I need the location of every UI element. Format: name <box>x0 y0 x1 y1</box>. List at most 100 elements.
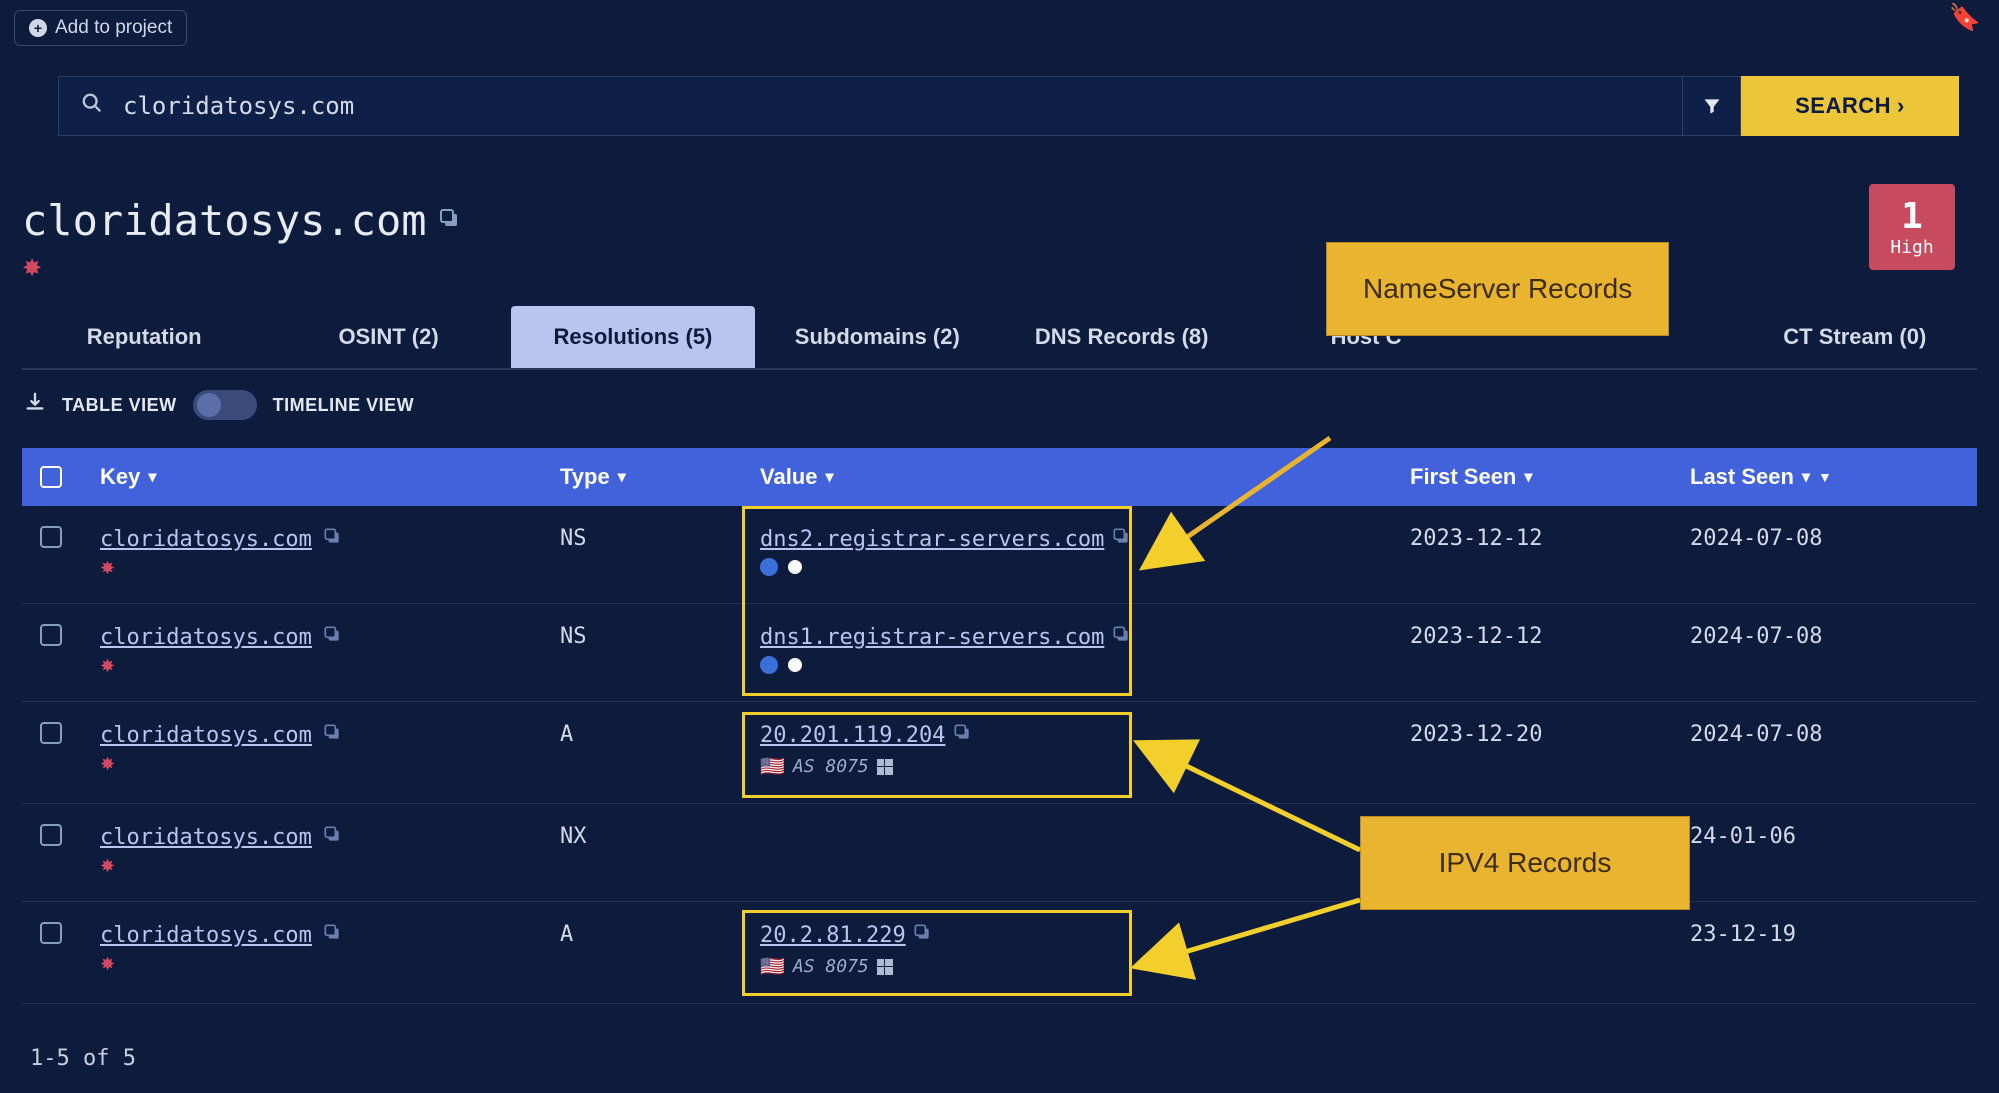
table-row: cloridatosys.com ✸A20.201.119.204 🇺🇸 AS 8… <box>22 702 1977 804</box>
annotation-callout: IPV4 Records <box>1360 816 1690 910</box>
col-last-seen[interactable]: Last Seen▾▼ <box>1690 464 1969 490</box>
view-toggle[interactable] <box>193 390 257 420</box>
filter-icon: ▾ <box>1524 467 1532 487</box>
col-type[interactable]: Type▾ <box>560 464 760 490</box>
type-cell: NS <box>560 526 760 579</box>
key-link[interactable]: cloridatosys.com <box>100 723 312 748</box>
table-row: cloridatosys.com ✸A20.2.81.229 🇺🇸 AS 8075… <box>22 902 1977 1004</box>
last-seen: 24-01-06 <box>1690 824 1969 877</box>
tab-osint[interactable]: OSINT (2) <box>266 306 510 368</box>
row-checkbox[interactable] <box>40 722 62 744</box>
asn-label: AS 8075 <box>793 956 869 977</box>
type-cell: NX <box>560 824 760 877</box>
key-link[interactable]: cloridatosys.com <box>100 625 312 650</box>
row-checkbox[interactable] <box>40 922 62 944</box>
indicator-icon <box>786 656 804 674</box>
download-icon[interactable] <box>24 391 46 419</box>
last-seen: 2024-07-08 <box>1690 526 1969 579</box>
table-row: cloridatosys.com ✸NSdns1.registrar-serve… <box>22 604 1977 702</box>
plus-icon: + <box>29 19 47 37</box>
copy-icon[interactable] <box>952 722 972 747</box>
tab-subdomains[interactable]: Subdomains (2) <box>755 306 999 368</box>
last-seen: 23-12-19 <box>1690 922 1969 979</box>
filter-icon: ▾ <box>1802 467 1810 487</box>
pagination-info: 1-5 of 5 <box>30 1046 136 1071</box>
malware-indicator-icon: ✸ <box>100 856 560 877</box>
tabs: Reputation OSINT (2) Resolutions (5) Sub… <box>22 306 1977 370</box>
type-cell: A <box>560 722 760 779</box>
chevron-right-icon: › <box>1897 93 1905 119</box>
malware-indicator-icon: ✸ <box>100 754 560 775</box>
search-button[interactable]: SEARCH › <box>1741 76 1959 136</box>
col-value[interactable]: Value▾ <box>760 464 1410 490</box>
col-first-seen[interactable]: First Seen▾ <box>1410 464 1690 490</box>
risk-score: 1 <box>1901 196 1923 237</box>
copy-icon[interactable] <box>1111 624 1131 649</box>
first-seen <box>1410 922 1690 979</box>
last-seen: 2024-07-08 <box>1690 624 1969 677</box>
type-cell: A <box>560 922 760 979</box>
table-header: Key▾ Type▾ Value▾ First Seen▾ Last Seen▾… <box>22 448 1977 506</box>
last-seen: 2024-07-08 <box>1690 722 1969 779</box>
sort-desc-icon: ▼ <box>1818 469 1832 485</box>
filter-icon: ▾ <box>825 467 833 487</box>
key-link[interactable]: cloridatosys.com <box>100 527 312 552</box>
search-input[interactable] <box>123 92 1660 120</box>
indicator-icon <box>786 558 804 576</box>
asn-label: AS 8075 <box>793 756 869 777</box>
malware-indicator-icon: ✸ <box>100 954 560 975</box>
value-link[interactable]: 20.201.119.204 <box>760 723 945 748</box>
page-title: cloridatosys.com <box>22 196 461 245</box>
tab-resolutions[interactable]: Resolutions (5) <box>511 306 755 368</box>
domain-name: cloridatosys.com <box>22 196 427 245</box>
bookmark-icon[interactable]: 🔖 <box>1949 2 1981 33</box>
select-all-checkbox[interactable] <box>40 466 62 488</box>
row-checkbox[interactable] <box>40 624 62 646</box>
risk-label: High <box>1890 237 1933 258</box>
resolutions-table: Key▾ Type▾ Value▾ First Seen▾ Last Seen▾… <box>22 448 1977 1004</box>
tab-dns-records[interactable]: DNS Records (8) <box>1000 306 1244 368</box>
filter-icon: ▾ <box>618 467 626 487</box>
flag-icon: 🇺🇸 <box>760 954 785 979</box>
copy-icon[interactable] <box>437 206 461 236</box>
value-link[interactable]: dns2.registrar-servers.com <box>760 527 1104 552</box>
copy-icon[interactable] <box>322 922 342 948</box>
flag-icon: 🇺🇸 <box>760 754 785 779</box>
key-link[interactable]: cloridatosys.com <box>100 923 312 948</box>
search-row: SEARCH › <box>58 76 1959 136</box>
timeline-view-label: TIMELINE VIEW <box>273 395 415 416</box>
indicator-icon <box>760 656 778 674</box>
search-button-label: SEARCH <box>1795 93 1891 119</box>
value-link[interactable]: dns1.registrar-servers.com <box>760 625 1104 650</box>
col-key[interactable]: Key▾ <box>100 464 560 490</box>
value-link[interactable]: 20.2.81.229 <box>760 923 906 948</box>
tab-ct-stream[interactable]: CT Stream (0) <box>1733 306 1977 368</box>
malware-indicator-icon: ✸ <box>100 558 560 579</box>
indicator-icon <box>760 558 778 576</box>
malware-indicator-icon: ✸ <box>100 656 560 677</box>
add-to-project-label: Add to project <box>55 17 172 39</box>
copy-icon[interactable] <box>322 824 342 850</box>
row-checkbox[interactable] <box>40 824 62 846</box>
row-checkbox[interactable] <box>40 526 62 548</box>
windows-icon <box>877 959 893 975</box>
tab-reputation[interactable]: Reputation <box>22 306 266 368</box>
filter-icon: ▾ <box>148 467 156 487</box>
copy-icon[interactable] <box>322 722 342 748</box>
copy-icon[interactable] <box>1111 526 1131 551</box>
key-link[interactable]: cloridatosys.com <box>100 825 312 850</box>
type-cell: NS <box>560 624 760 677</box>
first-seen: 2023-12-20 <box>1410 722 1690 779</box>
malware-indicator-icon: ✸ <box>22 254 42 283</box>
copy-icon[interactable] <box>912 922 932 947</box>
annotation-callout: NameServer Records <box>1326 242 1669 336</box>
copy-icon[interactable] <box>322 624 342 650</box>
copy-icon[interactable] <box>322 526 342 552</box>
risk-badge: 1 High <box>1869 184 1955 270</box>
filter-button[interactable] <box>1683 76 1741 136</box>
table-row: cloridatosys.com ✸NSdns2.registrar-serve… <box>22 506 1977 604</box>
first-seen: 2023-12-12 <box>1410 526 1690 579</box>
add-to-project-button[interactable]: + Add to project <box>14 10 187 46</box>
windows-icon <box>877 759 893 775</box>
view-toggle-row: TABLE VIEW TIMELINE VIEW <box>24 390 414 420</box>
